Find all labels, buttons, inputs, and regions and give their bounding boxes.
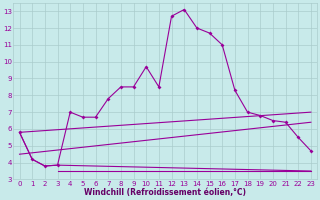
X-axis label: Windchill (Refroidissement éolien,°C): Windchill (Refroidissement éolien,°C) xyxy=(84,188,246,197)
